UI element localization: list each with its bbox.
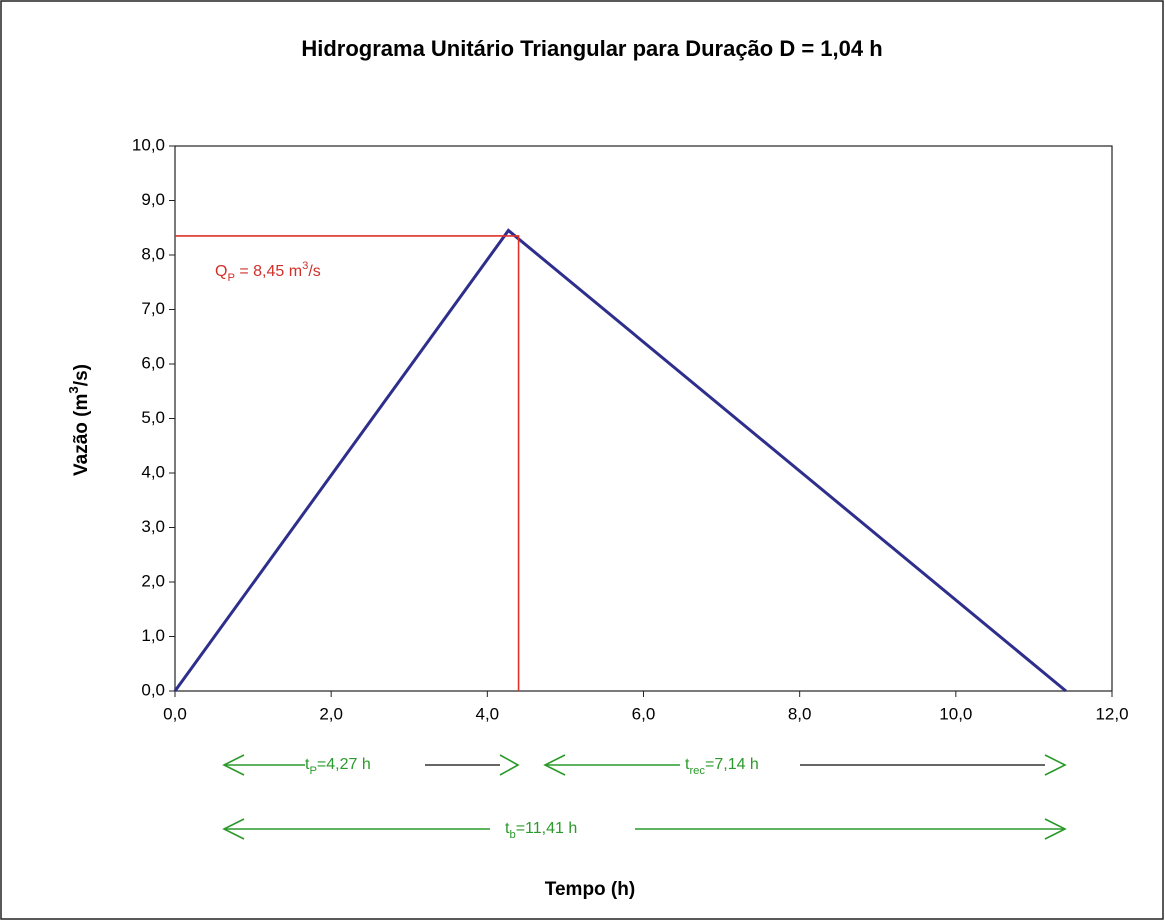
- y-axis-label: Vazão (m3/s): [66, 364, 92, 476]
- y-tick-label: 6,0: [141, 353, 165, 372]
- annotation: trec=7,14 h: [685, 756, 759, 777]
- span-arrows: [222, 754, 1067, 840]
- x-tick-label: 2,0: [319, 704, 343, 723]
- text-segment: P: [309, 765, 316, 777]
- text-segment: /s: [308, 263, 320, 280]
- y-tick-label: 1,0: [141, 626, 165, 645]
- text-segment: t: [505, 820, 510, 837]
- text-segment: rec: [689, 765, 705, 777]
- text-segment: t: [685, 756, 690, 773]
- data-line: [175, 235, 520, 691]
- annotation: tb=11,41 h: [505, 820, 577, 841]
- x-tick-label: 6,0: [632, 704, 656, 723]
- x-tick-label: 0,0: [163, 704, 187, 723]
- y-tick-label: 0,0: [141, 680, 165, 699]
- text-segment: P: [227, 272, 234, 284]
- y-tick-label: 4,0: [141, 462, 165, 481]
- y-tick-label: 10,0: [132, 135, 165, 154]
- chart-title: Hidrograma Unitário Triangular para Dura…: [301, 36, 882, 61]
- x-tick-label: 4,0: [476, 704, 500, 723]
- x-axis-label: Tempo (h): [545, 879, 635, 900]
- y-tick-label: 5,0: [141, 408, 165, 427]
- text-segment: =7,14 h: [705, 756, 759, 773]
- text-segment: =11,41 h: [516, 820, 578, 837]
- annotation: QP = 8,45 m3/s: [215, 260, 321, 284]
- text-segment: = 8,45 m: [235, 263, 302, 280]
- text-segment: t: [305, 756, 310, 773]
- text-segment: 3: [302, 260, 308, 272]
- text-segment: Vazão (m: [71, 394, 92, 476]
- y-tick-label: 2,0: [141, 571, 165, 590]
- y-tick-label: 9,0: [141, 190, 165, 209]
- x-tick-label: 12,0: [1095, 704, 1128, 723]
- y-tick-label: 7,0: [141, 299, 165, 318]
- text-segment: /s): [71, 364, 92, 386]
- text-segment: =4,27 h: [317, 756, 371, 773]
- x-tick-label: 10,0: [939, 704, 972, 723]
- y-tick-label: 3,0: [141, 517, 165, 536]
- annotation: tP=4,27 h: [305, 756, 371, 777]
- y-tick-label: 8,0: [141, 244, 165, 263]
- text-segment: 3: [66, 386, 81, 393]
- text-segment: Q: [215, 263, 227, 280]
- x-tick-label: 8,0: [788, 704, 812, 723]
- data-line: [173, 228, 1067, 693]
- text-segment: b: [509, 829, 515, 841]
